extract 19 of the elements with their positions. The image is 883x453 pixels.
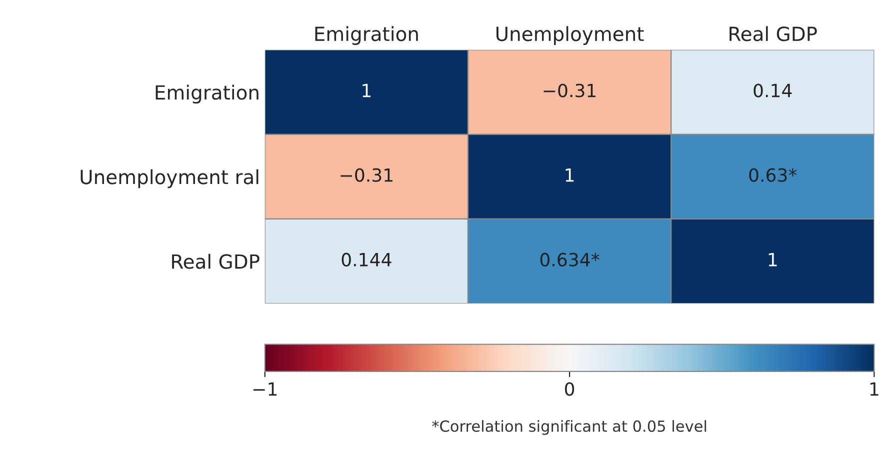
data-label: 0.14 [754, 84, 792, 98]
data-label: 1 [362, 84, 371, 98]
x-tick-label: Real GDP [730, 26, 817, 42]
color-bar-label: 1 [870, 382, 878, 396]
y-tick-label: Emigration [156, 84, 258, 104]
y-tick-label: Real GDP [172, 254, 260, 269]
x-tick-label: Unemployment [496, 26, 644, 45]
data-label: −0.31 [544, 84, 596, 98]
data-label: 0.144 [342, 252, 392, 266]
x-tick-label: Emigration [315, 26, 418, 45]
data-label: 1 [566, 168, 574, 182]
data-label: 0.63* [749, 168, 797, 182]
data-label: 0.634* [540, 252, 600, 266]
color-bar-label: 0 [564, 382, 574, 396]
text: *Correlation significant at 0.05 level [432, 420, 706, 435]
color-bar-label: −1 [254, 382, 277, 396]
data-label: 1 [768, 253, 777, 266]
y-tick-label: Unemployment ral [80, 169, 258, 188]
data-label: −0.31 [340, 168, 392, 182]
